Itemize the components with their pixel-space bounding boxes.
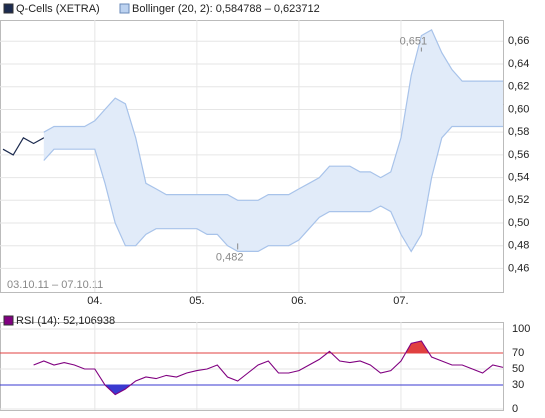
legend-swatch xyxy=(3,3,14,14)
rsi-line xyxy=(33,340,504,396)
date-range: 03.10.11 – 07.10.11 xyxy=(7,279,103,291)
y-tick-label: 0,60 xyxy=(508,103,529,115)
y-tick-label: 0,64 xyxy=(508,58,529,70)
y-tick-label: 50 xyxy=(512,363,524,375)
annotation: 0,651 xyxy=(400,35,428,47)
x-tick-label: 04. xyxy=(87,295,102,307)
y-tick-label: 0,46 xyxy=(508,262,529,274)
band-line xyxy=(43,29,503,201)
y-tick-label: 0 xyxy=(512,403,518,415)
y-tick-label: 0,54 xyxy=(508,171,529,183)
y-tick-label: 0,50 xyxy=(508,217,529,229)
y-tick-label: 0,48 xyxy=(508,240,529,252)
oversold-fill xyxy=(33,385,503,395)
x-tick-label: 06. xyxy=(291,295,306,307)
y-tick-label: 0,62 xyxy=(508,81,529,93)
y-tick-label: 0,58 xyxy=(508,126,529,138)
y-tick-label: 30 xyxy=(512,379,524,391)
y-tick-label: 100 xyxy=(512,323,530,335)
y-tick-label: 0,56 xyxy=(508,149,529,161)
y-tick-label: 0,66 xyxy=(508,35,529,47)
rsi-frame xyxy=(0,322,504,411)
legend-label: Q-Cells (XETRA) xyxy=(16,3,100,15)
overbought-fill xyxy=(33,341,503,353)
legend-swatch xyxy=(3,315,14,326)
band-fill xyxy=(43,29,504,252)
x-tick-label: 07. xyxy=(393,295,408,307)
legend-swatch xyxy=(119,3,130,14)
price-frame xyxy=(0,20,504,293)
y-tick-label: 70 xyxy=(512,347,524,359)
band-line xyxy=(43,125,503,253)
legend-label: Bollinger (20, 2): 0,584788 – 0,623712 xyxy=(132,3,320,15)
annotation: 0,482 xyxy=(216,251,244,263)
y-tick-label: 0,52 xyxy=(508,194,529,206)
x-tick-label: 05. xyxy=(189,295,204,307)
legend-label: RSI (14): 52,106938 xyxy=(16,315,115,327)
